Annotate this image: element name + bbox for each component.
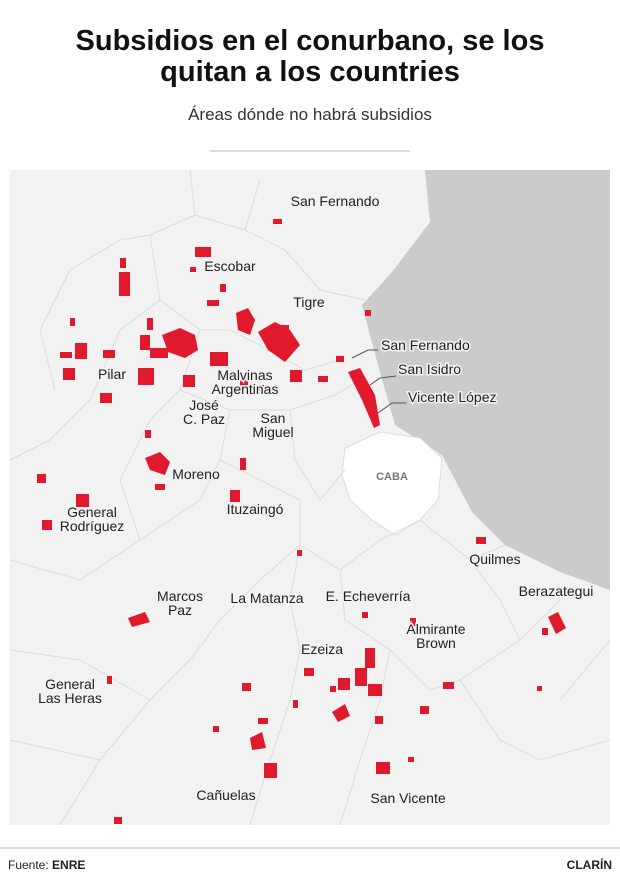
- boundaries: [9, 169, 611, 826]
- place-label: Moreno: [172, 466, 220, 482]
- place-label: Rodríguez: [60, 518, 125, 534]
- place-label: San Fernando: [291, 193, 380, 209]
- place-label: San Vicente: [370, 790, 445, 806]
- place-label: Ituzaingó: [227, 501, 284, 517]
- place-label: Brown: [416, 635, 456, 651]
- source: Fuente: ENRE: [8, 858, 85, 872]
- labels: San Fernando Escobar Tigre San Fernando San …: [37, 192, 595, 808]
- title: Subsidios en el conurbano, se los: [76, 25, 545, 57]
- place-label: Escobar: [204, 258, 256, 274]
- place-label: La Matanza: [230, 590, 303, 606]
- place-label: Quilmes: [469, 551, 520, 567]
- place-label: General: [67, 504, 117, 520]
- place-label: San Isidro: [398, 361, 461, 377]
- place-label: CABA: [376, 471, 408, 483]
- source-name: ENRE: [52, 858, 85, 872]
- subtitle: Áreas dónde no habrá subsidios: [188, 105, 432, 124]
- place-label: Malvinas: [217, 367, 272, 383]
- brand: CLARÍN: [567, 857, 612, 872]
- place-label: Tigre: [293, 294, 325, 310]
- place-label: Almirante: [406, 621, 465, 637]
- place-label: E. Echeverría: [326, 588, 411, 604]
- country-areas: [37, 219, 566, 824]
- place-label: General: [45, 676, 95, 692]
- place-label: Berazategui: [519, 583, 594, 599]
- place-label: Las Heras: [38, 690, 102, 706]
- place-label: Cañuelas: [196, 787, 255, 803]
- place-label: Pilar: [98, 366, 126, 382]
- leaders: [351, 349, 406, 414]
- place-label: Miguel: [252, 424, 293, 440]
- place-label: José: [189, 397, 219, 413]
- place-label: San: [261, 410, 286, 426]
- source-label: Fuente:: [8, 858, 49, 872]
- place-label: San Fernando: [381, 337, 470, 353]
- place-label: Ezeiza: [301, 641, 343, 657]
- title: quitan a los countries: [160, 56, 460, 88]
- place-label: Argentinas: [212, 381, 279, 397]
- place-label: Paz: [168, 602, 192, 618]
- map: San Fernando Escobar Tigre San Fernando San …: [9, 169, 611, 826]
- place-label: C. Paz: [183, 411, 225, 427]
- place-label: Vicente López: [408, 389, 496, 405]
- place-label: Marcos: [157, 588, 203, 604]
- water: [362, 170, 610, 590]
